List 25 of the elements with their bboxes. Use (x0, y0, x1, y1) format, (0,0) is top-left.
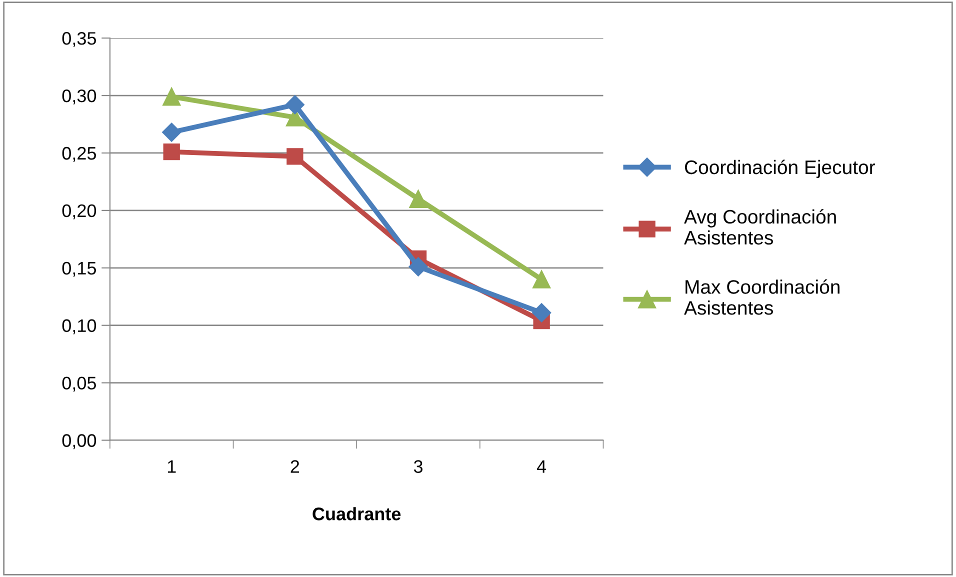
x-tick-label: 4 (536, 460, 546, 473)
point (532, 270, 551, 288)
point (408, 257, 428, 276)
point (162, 88, 181, 106)
y-tick-label: 0,20 (62, 204, 96, 220)
y-tick-label: 0,35 (62, 32, 96, 47)
point (409, 190, 428, 208)
y-tick-label: 0,00 (62, 434, 96, 450)
point (286, 148, 304, 165)
y-tick-label: 0,10 (62, 319, 96, 334)
legend-label: Avg Coordinación Asistentes (684, 209, 836, 245)
x-tick-label: 2 (290, 460, 300, 473)
point (163, 144, 180, 160)
y-tick-label: 0,30 (62, 89, 96, 104)
legend-label: Max Coordinación Asistentes (684, 279, 840, 315)
x-tick-label: 1 (168, 460, 176, 473)
y-tick-label: 0,25 (62, 146, 96, 162)
legend-label: Coordinación Ejecutor (684, 160, 875, 178)
point (532, 303, 552, 322)
x-axis-title: Cuadrante (312, 507, 401, 520)
y-tick-label: 0,05 (62, 376, 96, 392)
x-tick-label: 3 (414, 460, 422, 473)
point (162, 122, 182, 142)
point (285, 95, 304, 114)
y-tick-label: 0,15 (62, 262, 96, 277)
